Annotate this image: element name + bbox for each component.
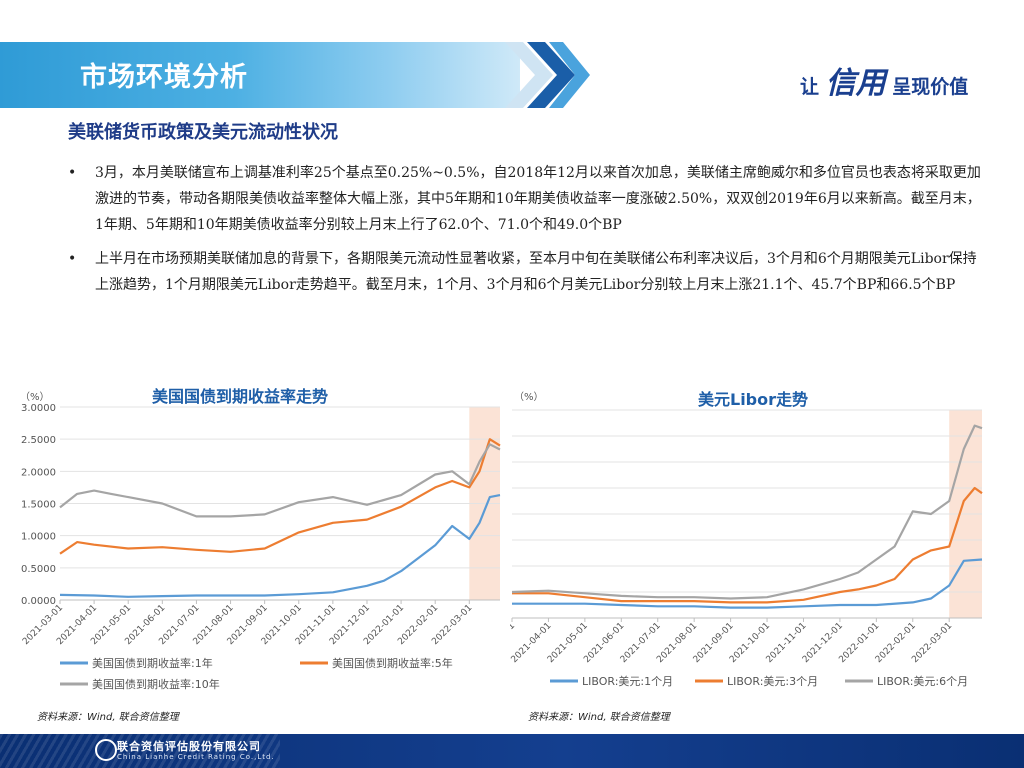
y-tick-label: 1.5000	[21, 500, 56, 511]
header-chevron-icon	[505, 42, 590, 108]
y-tick-label: 2.5000	[21, 435, 56, 446]
header-banner	[0, 42, 520, 108]
legend-label: 美国国债到期收益率:1年	[92, 656, 213, 670]
footer-pattern	[0, 734, 280, 768]
chart-unit-treasury: （%）	[20, 392, 50, 403]
y-tick-label: 2.0000	[21, 467, 56, 478]
y-tick-label: 0.5000	[21, 564, 56, 575]
bullet-mark: •	[68, 251, 77, 267]
legend-label: LIBOR:美元:1个月	[582, 675, 673, 688]
chart-title-libor: 美元Libor走势	[698, 390, 809, 409]
y-tick-label: 3.0000	[21, 403, 56, 414]
y-tick-label: 1.0000	[21, 532, 56, 543]
treasury-yield-chart: 0.0000 0.5000 1.0000 1.5000 2.0000 2.5000 3.00…	[21, 403, 501, 691]
slogan-logo-text: 信用	[825, 66, 886, 101]
company-logo-icon	[95, 739, 117, 761]
footer-company-cn: 联合资信评估股份有限公司	[117, 740, 261, 753]
libor-chart: 0.00000.20000.40000.60000.80001.00001.20…	[510, 409, 983, 688]
slogan-prefix: 让	[800, 76, 820, 98]
legend-label: 美国国债到期收益率:10年	[92, 677, 220, 691]
page-title: 市场环境分析	[80, 62, 248, 93]
bullet-text: 上半月在市场预期美联储加息的背景下，各期限美元流动性显著收紧，至本月中旬在美联储…	[95, 251, 977, 293]
bullet-list: • 3月，本月美联储宣布上调基准利率25个基点至0.25%~0.5%，自2018…	[68, 160, 988, 306]
bullet-mark: •	[68, 165, 77, 181]
legend-label: LIBOR:美元:3个月	[727, 675, 818, 688]
source-note-libor: 资料来源：Wind, 联合资信整理	[528, 712, 670, 723]
bullet-item: • 3月，本月美联储宣布上调基准利率25个基点至0.25%~0.5%，自2018…	[68, 160, 988, 238]
bullet-text: 3月，本月美联储宣布上调基准利率25个基点至0.25%~0.5%，自2018年1…	[95, 165, 981, 233]
y-tick-label: 0.0000	[21, 596, 56, 607]
slogan: 让 信用 呈现价值	[800, 58, 968, 102]
source-note-treasury: 资料来源：Wind, 联合资信整理	[37, 712, 179, 723]
series-line	[512, 558, 983, 609]
series-line	[512, 486, 983, 604]
series-line	[511, 424, 983, 600]
footer-bar	[0, 734, 1024, 768]
chart-title-treasury: 美国国债到期收益率走势	[152, 387, 329, 406]
chart-unit-libor: （%）	[514, 392, 544, 403]
footer-company-en: China Lianhe Credit Rating Co.,Ltd.	[117, 753, 275, 761]
slogan-suffix: 呈现价值	[892, 76, 969, 98]
series-line	[59, 438, 501, 555]
series-line	[59, 443, 501, 518]
legend-label: 美国国债到期收益率:5年	[332, 656, 453, 670]
legend-label: LIBOR:美元:6个月	[877, 675, 968, 688]
section-title: 美联储货币政策及美元流动性状况	[68, 122, 338, 143]
bullet-item: • 上半月在市场预期美联储加息的背景下，各期限美元流动性显著收紧，至本月中旬在美…	[68, 246, 988, 298]
series-line	[59, 494, 501, 598]
